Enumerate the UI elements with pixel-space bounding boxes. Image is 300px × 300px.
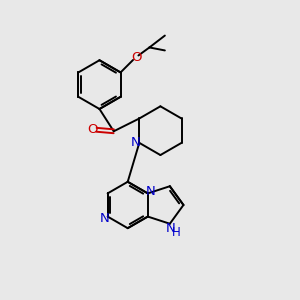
- Text: H: H: [172, 226, 181, 239]
- Text: N: N: [166, 222, 175, 235]
- Text: N: N: [100, 212, 110, 225]
- Text: O: O: [87, 123, 97, 136]
- Text: N: N: [130, 136, 140, 149]
- Text: N: N: [146, 185, 156, 198]
- Text: O: O: [131, 51, 141, 64]
